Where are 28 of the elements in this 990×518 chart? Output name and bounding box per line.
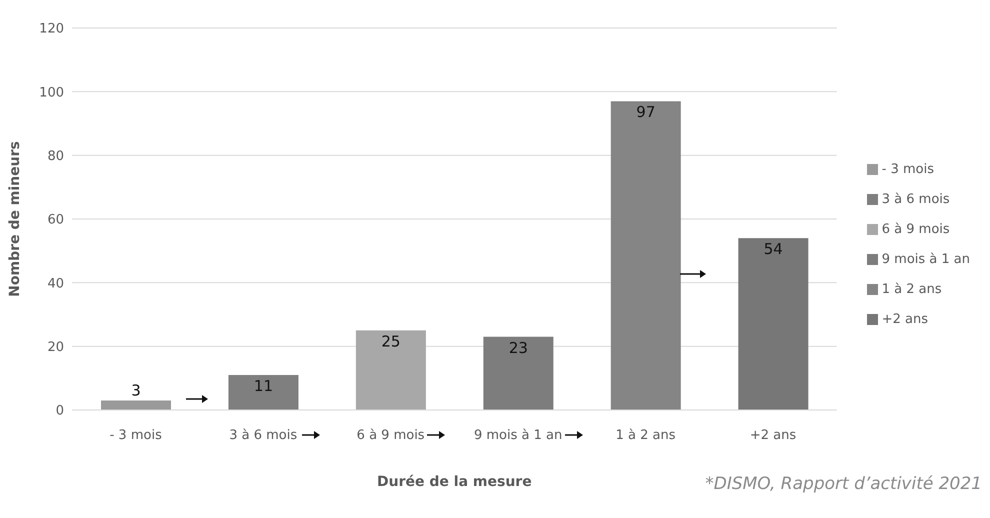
data-label: 23 bbox=[508, 338, 528, 357]
y-tick-label: 60 bbox=[47, 212, 64, 228]
data-label: 97 bbox=[636, 103, 656, 122]
legend-label: 6 à 9 mois bbox=[882, 222, 950, 237]
x-tick-label: 1 à 2 ans bbox=[616, 428, 676, 444]
legend-label: 3 à 6 mois bbox=[882, 192, 950, 207]
data-label: 54 bbox=[764, 240, 783, 258]
y-tick-label: 100 bbox=[39, 85, 64, 100]
x-tick-label: 6 à 9 mois bbox=[356, 428, 425, 444]
data-label: 11 bbox=[254, 376, 274, 395]
y-tick-label: 40 bbox=[47, 276, 64, 292]
x-axis-title: Durée de la mesure bbox=[377, 474, 532, 490]
legend-label: 9 mois à 1 an bbox=[882, 252, 970, 267]
y-tick-label: 80 bbox=[47, 148, 64, 164]
y-tick-label: 120 bbox=[39, 22, 64, 37]
y-axis-title: Nombre de mineurs bbox=[6, 141, 23, 297]
x-tick-label: 3 à 6 mois bbox=[229, 428, 298, 444]
y-tick-label: 20 bbox=[47, 340, 64, 355]
y-tick-label: 0 bbox=[56, 404, 64, 419]
text: *DISMO, Rapport d’activité 2021 bbox=[705, 474, 982, 494]
x-tick-label: - 3 mois bbox=[110, 428, 162, 444]
x-tick-label: +2 ans bbox=[750, 428, 796, 444]
legend-label: 1 à 2 ans bbox=[882, 282, 942, 297]
legend-label: - 3 mois bbox=[882, 162, 934, 177]
data-label: 3 bbox=[131, 381, 141, 400]
data-label: 25 bbox=[381, 332, 400, 350]
x-tick-label: 9 mois à 1 an bbox=[474, 428, 562, 444]
legend-label: +2 ans bbox=[882, 312, 928, 327]
